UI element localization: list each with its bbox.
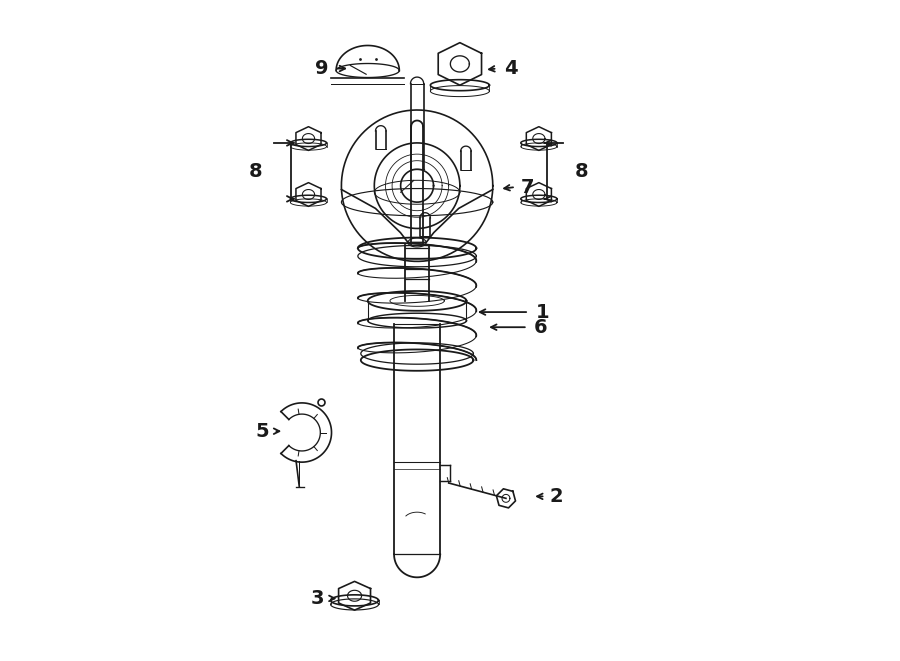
- Text: 1: 1: [536, 303, 549, 321]
- Text: 8: 8: [249, 162, 263, 180]
- Text: 3: 3: [310, 589, 324, 608]
- Text: 8: 8: [575, 162, 589, 180]
- Text: 4: 4: [504, 59, 518, 78]
- Text: 9: 9: [315, 59, 328, 78]
- Text: 5: 5: [256, 422, 269, 441]
- Text: 7: 7: [521, 178, 535, 196]
- Text: 6: 6: [534, 318, 547, 336]
- Text: 2: 2: [550, 487, 563, 506]
